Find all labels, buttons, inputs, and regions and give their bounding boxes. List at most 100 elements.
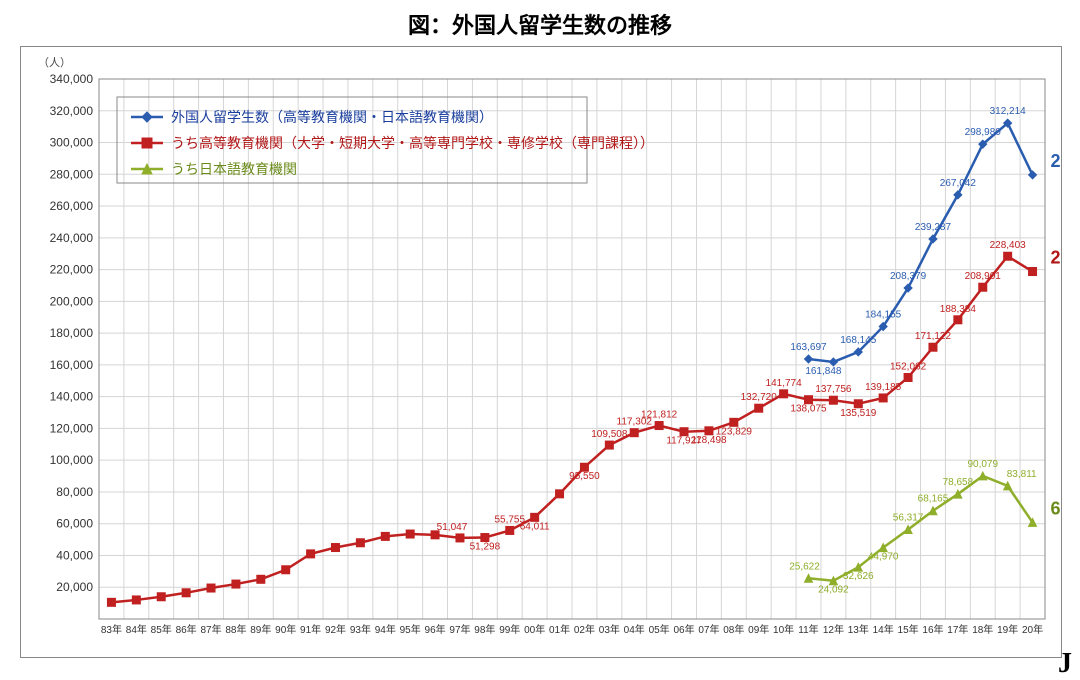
svg-text:60,000: 60,000	[56, 517, 93, 531]
svg-text:25,622: 25,622	[789, 561, 820, 572]
svg-text:135,519: 135,519	[840, 408, 877, 419]
svg-text:51,298: 51,298	[470, 542, 501, 553]
svg-text:228,403: 228,403	[990, 240, 1027, 251]
svg-text:12年: 12年	[823, 623, 844, 636]
svg-text:68,165: 68,165	[918, 494, 949, 505]
svg-text:84年: 84年	[126, 623, 147, 636]
svg-text:00年: 00年	[524, 623, 545, 636]
svg-text:280,000: 280,000	[50, 167, 94, 181]
svg-text:98年: 98年	[474, 623, 495, 636]
svg-text:300,000: 300,000	[50, 136, 94, 150]
svg-text:99年: 99年	[499, 623, 520, 636]
svg-text:13年: 13年	[848, 623, 869, 636]
svg-text:51,047: 51,047	[437, 522, 468, 533]
svg-text:02年: 02年	[574, 623, 595, 636]
svg-text:うち高等教育機関（大学・短期大学・高等専門学校・専修学校（専: うち高等教育機関（大学・短期大学・高等専門学校・専修学校（専門課程））	[171, 135, 654, 151]
svg-text:87年: 87年	[200, 623, 221, 636]
svg-text:20年: 20年	[1022, 623, 1043, 636]
svg-text:279,597: 279,597	[1051, 151, 1061, 171]
svg-text:89年: 89年	[250, 623, 271, 636]
svg-text:168,145: 168,145	[840, 335, 877, 346]
svg-text:07年: 07年	[698, 623, 719, 636]
page: 図：外国人留学生数の推移 （人） 20,00040,00060,00080,00…	[0, 0, 1080, 678]
svg-text:208,379: 208,379	[890, 271, 927, 282]
svg-text:18年: 18年	[972, 623, 993, 636]
svg-text:32,626: 32,626	[843, 571, 874, 582]
svg-text:123,829: 123,829	[716, 426, 753, 437]
svg-text:03年: 03年	[599, 623, 620, 636]
svg-text:132,720: 132,720	[741, 392, 778, 403]
svg-text:93年: 93年	[350, 623, 371, 636]
chart-title: 図：外国人留学生数の推移	[0, 0, 1080, 40]
svg-text:08年: 08年	[723, 623, 744, 636]
svg-text:16年: 16年	[922, 623, 943, 636]
svg-text:94年: 94年	[375, 623, 396, 636]
svg-text:83,811: 83,811	[1007, 469, 1037, 480]
svg-text:120,000: 120,000	[50, 421, 94, 435]
svg-text:80,000: 80,000	[56, 485, 93, 499]
watermark-logo: J	[1058, 648, 1072, 680]
svg-text:44,970: 44,970	[868, 552, 899, 563]
svg-text:184,155: 184,155	[865, 310, 902, 321]
svg-text:260,000: 260,000	[50, 199, 94, 213]
svg-text:100,000: 100,000	[50, 453, 94, 467]
svg-text:15年: 15年	[898, 623, 919, 636]
svg-text:01年: 01年	[549, 623, 570, 636]
svg-text:11年: 11年	[798, 623, 818, 636]
svg-text:20,000: 20,000	[56, 580, 93, 594]
svg-text:121,812: 121,812	[641, 410, 678, 421]
svg-text:92年: 92年	[325, 623, 346, 636]
svg-text:83年: 83年	[101, 623, 122, 636]
svg-text:139,185: 139,185	[865, 382, 902, 393]
svg-text:180,000: 180,000	[50, 326, 94, 340]
svg-text:うち日本語教育機関: うち日本語教育機関	[171, 161, 297, 177]
svg-text:86年: 86年	[176, 623, 197, 636]
svg-text:88年: 88年	[225, 623, 246, 636]
chart-container: 20,000 40,000 60,000 80,000 100,000 120,000 14…	[20, 46, 1062, 658]
svg-text:04年: 04年	[624, 623, 645, 636]
svg-text:97年: 97年	[449, 623, 470, 636]
svg-text:298,980: 298,980	[965, 127, 1002, 138]
svg-text:171,122: 171,122	[915, 331, 952, 342]
svg-text:140,000: 140,000	[50, 390, 94, 404]
svg-text:56,317: 56,317	[893, 513, 924, 524]
svg-text:40,000: 40,000	[56, 548, 93, 562]
svg-text:239,287: 239,287	[915, 222, 952, 233]
svg-text:90,079: 90,079	[967, 459, 998, 470]
svg-text:218,783: 218,783	[1051, 248, 1061, 268]
svg-text:160,000: 160,000	[50, 358, 94, 372]
svg-text:208,901: 208,901	[965, 271, 1002, 282]
svg-text:60,814: 60,814	[1051, 498, 1061, 518]
svg-text:220,000: 220,000	[50, 263, 94, 277]
svg-text:152,062: 152,062	[890, 361, 927, 372]
svg-text:95年: 95年	[400, 623, 421, 636]
svg-text:10年: 10年	[773, 623, 794, 636]
svg-text:24,092: 24,092	[818, 585, 849, 596]
svg-text:141,774: 141,774	[766, 378, 803, 389]
svg-text:340,000: 340,000	[50, 72, 94, 86]
svg-text:14年: 14年	[873, 623, 894, 636]
svg-text:267,042: 267,042	[940, 178, 977, 189]
svg-text:240,000: 240,000	[50, 231, 94, 245]
svg-text:06年: 06年	[673, 623, 694, 636]
svg-text:109,508: 109,508	[591, 429, 628, 440]
legend: 外国人留学生数（高等教育機関・日本語教育機関）うち高等教育機関（大学・短期大学・…	[117, 97, 654, 183]
chart-svg: 20,000 40,000 60,000 80,000 100,000 120,000 14…	[21, 47, 1061, 657]
svg-text:05年: 05年	[649, 623, 670, 636]
svg-text:19年: 19年	[997, 623, 1018, 636]
svg-text:312,214: 312,214	[990, 106, 1027, 117]
svg-text:78,658: 78,658	[943, 477, 974, 488]
svg-text:95,550: 95,550	[569, 471, 600, 482]
svg-text:09年: 09年	[748, 623, 769, 636]
svg-text:161,848: 161,848	[805, 366, 842, 377]
svg-text:64,011: 64,011	[520, 521, 550, 532]
svg-text:188,384: 188,384	[940, 304, 977, 315]
svg-text:137,756: 137,756	[815, 384, 852, 395]
svg-text:96年: 96年	[425, 623, 446, 636]
svg-text:17年: 17年	[947, 623, 968, 636]
svg-text:138,075: 138,075	[790, 404, 827, 415]
svg-text:85年: 85年	[151, 623, 172, 636]
svg-text:163,697: 163,697	[790, 342, 827, 353]
svg-text:200,000: 200,000	[50, 294, 94, 308]
svg-text:91年: 91年	[300, 623, 321, 636]
